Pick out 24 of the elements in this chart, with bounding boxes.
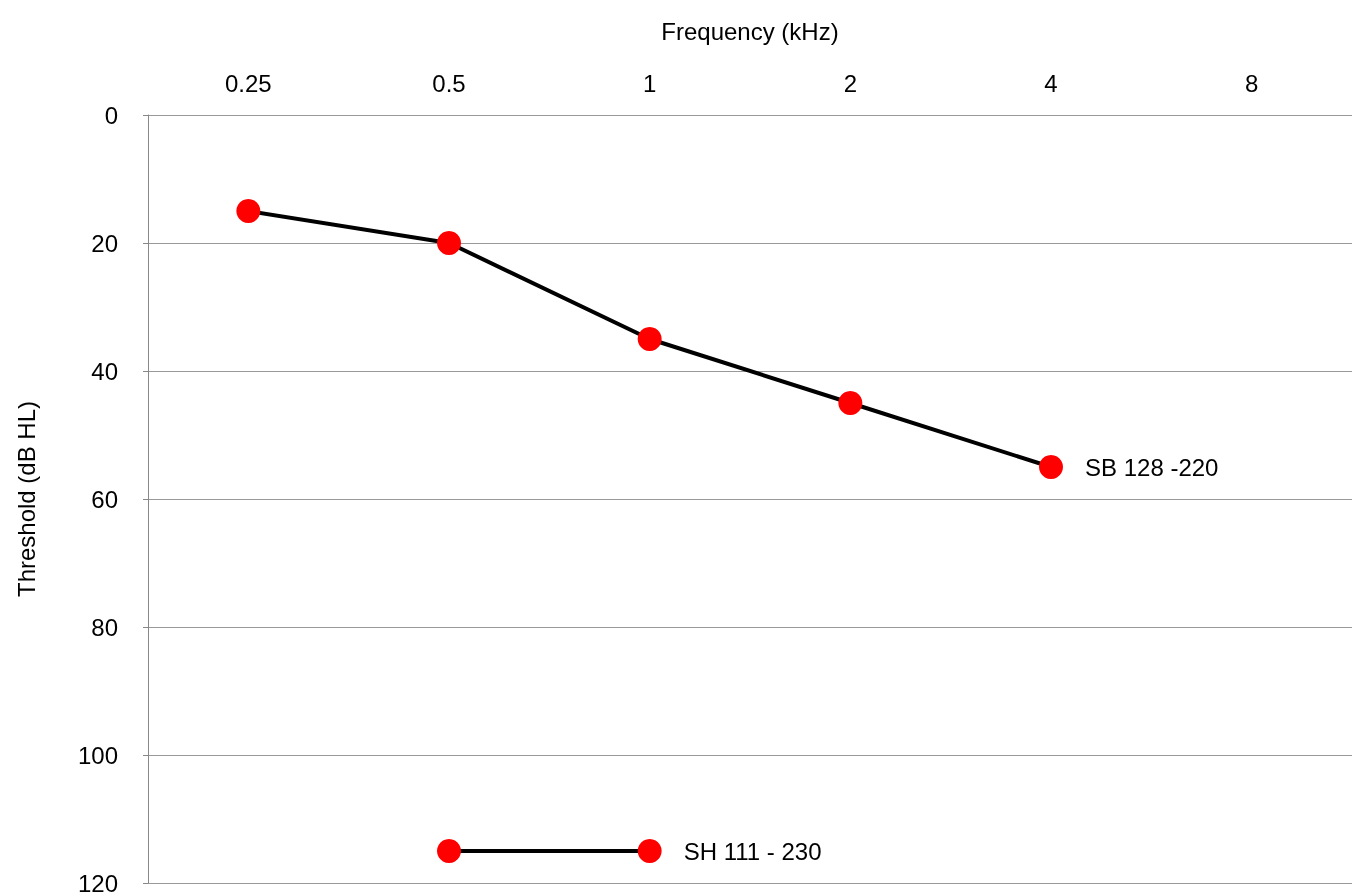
y-tick-label: 20 xyxy=(91,229,118,257)
x-axis-title: Frequency (kHz) xyxy=(661,17,839,45)
x-tick-label: 0.25 xyxy=(224,69,272,97)
point xyxy=(437,231,461,255)
y-tick-label: 120 xyxy=(77,869,118,895)
x-tick-label: 0.5 xyxy=(432,69,466,97)
x-tick-label: 4 xyxy=(1044,69,1058,97)
y-tick-label: 80 xyxy=(91,613,118,641)
y-axis-title: Threshold (dB HL) xyxy=(12,400,40,598)
x-tick-label: 2 xyxy=(843,69,858,97)
point xyxy=(1039,455,1063,479)
x-tick-label: 1 xyxy=(642,69,657,97)
x-tick-label: 8 xyxy=(1244,69,1259,97)
point xyxy=(637,839,662,863)
series-label: SB 128 -220 xyxy=(1085,453,1219,481)
point xyxy=(838,391,863,415)
y-tick-label: 60 xyxy=(91,485,118,513)
series-label: SH 111 - 230 xyxy=(683,837,822,865)
y-tick-label: 40 xyxy=(91,357,118,385)
point xyxy=(236,199,261,223)
y-tick-label: 100 xyxy=(77,741,118,769)
point xyxy=(437,839,461,863)
y-tick-label: 0 xyxy=(104,101,118,129)
point xyxy=(637,327,662,351)
